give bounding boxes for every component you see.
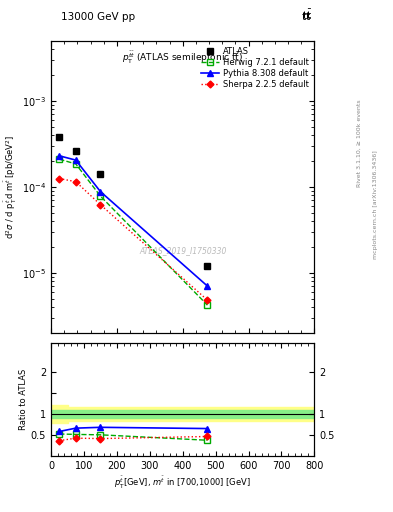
Herwig 7.2.1 default [98,193,103,199]
Text: $\mathrm{t\bar{t}}$: $\mathrm{t\bar{t}}$ [301,7,312,22]
ATLAS [73,148,78,154]
Line: Herwig 7.2.1 default: Herwig 7.2.1 default [56,156,211,308]
Sherpa 2.2.5 default [98,202,103,208]
Sherpa 2.2.5 default [57,176,62,182]
ATLAS [98,171,103,177]
Sherpa 2.2.5 default [73,179,78,185]
Legend: ATLAS, Herwig 7.2.1 default, Pythia 8.308 default, Sherpa 2.2.5 default: ATLAS, Herwig 7.2.1 default, Pythia 8.30… [199,45,310,91]
Pythia 8.308 default [98,188,103,195]
Text: 13000 GeV pp: 13000 GeV pp [61,11,135,22]
ATLAS [205,263,210,269]
Text: Rivet 3.1.10, ≥ 100k events: Rivet 3.1.10, ≥ 100k events [357,99,362,187]
Sherpa 2.2.5 default [205,297,210,303]
Text: $p_\mathrm{T}^{\bar{t}\bar{t}}$ (ATLAS semileptonic t$\bar{\mathrm{t}}$): $p_\mathrm{T}^{\bar{t}\bar{t}}$ (ATLAS s… [122,50,243,66]
Line: Sherpa 2.2.5 default: Sherpa 2.2.5 default [57,176,210,303]
Text: tt$\bar{}$: tt$\bar{}$ [301,10,312,22]
Y-axis label: d$^2\sigma$ / d p$_\mathrm{T}^{\bar{t}}$d m$^{\bar{t}}$ [pb/GeV$^2$]: d$^2\sigma$ / d p$_\mathrm{T}^{\bar{t}}$… [3,135,19,239]
Pythia 8.308 default [73,157,78,163]
X-axis label: $p_\mathrm{T}^{\bar{t}}$[GeV], $m^{\bar{t}}$ in [700,1000] [GeV]: $p_\mathrm{T}^{\bar{t}}$[GeV], $m^{\bar{… [114,475,251,491]
Y-axis label: Ratio to ATLAS: Ratio to ATLAS [19,369,28,430]
Text: mcplots.cern.ch [arXiv:1306.3436]: mcplots.cern.ch [arXiv:1306.3436] [373,151,378,259]
Herwig 7.2.1 default [205,302,210,308]
Herwig 7.2.1 default [57,156,62,162]
Line: Pythia 8.308 default: Pythia 8.308 default [56,153,211,289]
ATLAS [57,134,62,140]
Text: ATLAS_2019_I1750330: ATLAS_2019_I1750330 [139,247,226,255]
Pythia 8.308 default [57,153,62,159]
Pythia 8.308 default [205,283,210,289]
Line: ATLAS: ATLAS [56,134,211,269]
Herwig 7.2.1 default [73,161,78,167]
